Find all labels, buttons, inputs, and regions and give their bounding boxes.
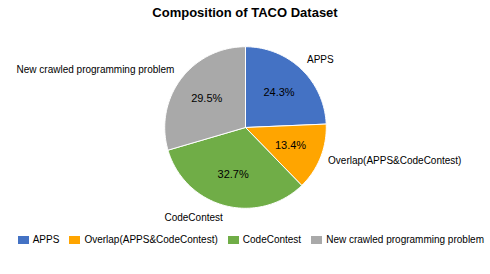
svg-text:APPS: APPS — [307, 54, 334, 65]
svg-text:29.5%: 29.5% — [191, 92, 222, 104]
svg-text:New crawled programming proble: New crawled programming problem — [17, 64, 175, 75]
html-text:CodeContest: CodeContest — [242, 234, 302, 245]
html-text:APPS: APPS — [32, 234, 60, 245]
svg-text:24.3%: 24.3% — [263, 86, 294, 98]
html-text:Composition of TACO Dataset: Composition of TACO Dataset — [152, 5, 338, 20]
svg-text:32.7%: 32.7% — [218, 168, 249, 180]
html-text:New crawled programming proble: New crawled programming problem — [326, 234, 484, 245]
svg-text:13.4%: 13.4% — [275, 139, 306, 151]
svg-text:CodeContest: CodeContest — [164, 212, 223, 223]
html-text:Overlap(APPS&CodeContest): Overlap(APPS&CodeContest) — [84, 234, 218, 245]
svg-text:Overlap(APPS&CodeContest): Overlap(APPS&CodeContest) — [328, 155, 461, 166]
